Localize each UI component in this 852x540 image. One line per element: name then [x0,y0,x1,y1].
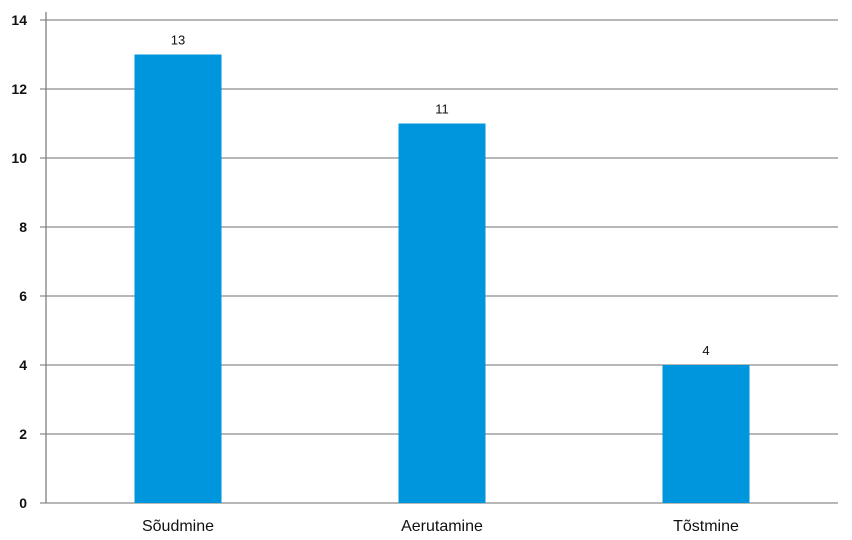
bar [398,123,486,503]
data-label: 11 [435,102,449,117]
x-category-label: Sõudmine [142,518,214,535]
data-label: 13 [171,33,185,48]
x-category-label: Tõstmine [673,518,739,535]
data-label: 4 [702,343,709,358]
y-tick-label: 6 [19,288,27,304]
y-tick-label: 2 [19,426,27,442]
bars [134,54,750,503]
y-tick-label: 8 [19,219,27,235]
y-tick-label: 4 [19,357,27,373]
bar [134,54,222,503]
y-tick-label: 12 [11,81,27,97]
bar [662,365,750,503]
x-axis-category-labels: Sõudmine Aerutamine Tõstmine [142,518,739,535]
y-axis-tick-labels: 0 2 4 6 8 10 12 14 [11,12,27,511]
x-category-label: Aerutamine [401,518,483,535]
y-tick-label: 14 [11,12,27,28]
y-tick-label: 10 [11,150,27,166]
data-labels: 13 11 4 [171,33,710,359]
y-tick-label: 0 [19,495,27,511]
